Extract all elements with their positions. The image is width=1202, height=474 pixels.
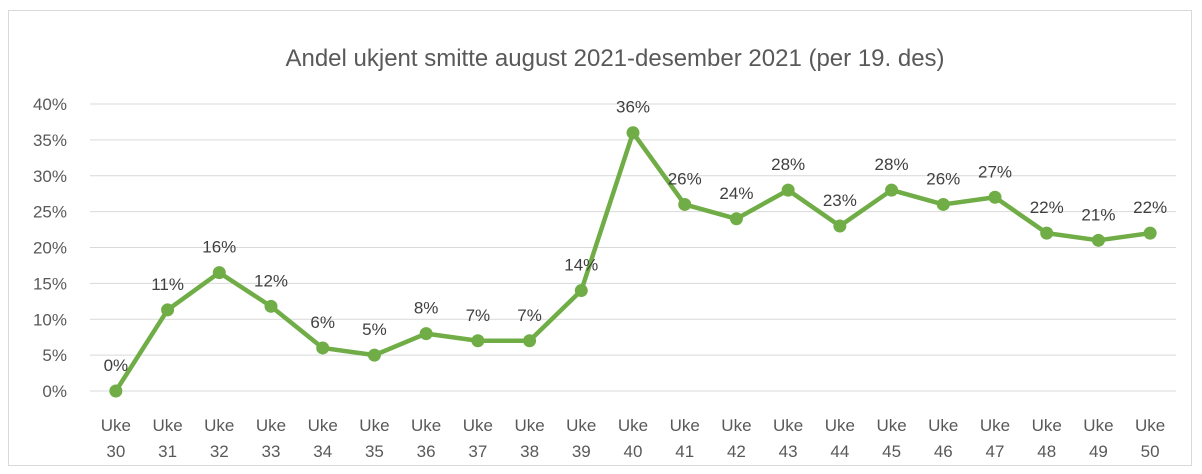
data-point — [367, 348, 381, 362]
x-tick-label: Uke 44 — [825, 416, 855, 461]
y-tick-label: 10% — [33, 310, 67, 329]
x-tick-label: Uke 32 — [204, 416, 234, 461]
data-point — [264, 299, 278, 313]
data-point — [1040, 226, 1054, 240]
data-label: 12% — [254, 271, 288, 290]
x-tick-label: Uke 35 — [359, 416, 389, 461]
x-tick-label: Uke 41 — [670, 416, 700, 461]
data-label: 28% — [771, 155, 805, 174]
data-label: 14% — [564, 256, 598, 275]
data-label: 24% — [719, 184, 753, 203]
data-point — [161, 303, 175, 317]
x-tick-label: Uke 43 — [773, 416, 803, 461]
x-tick-label: Uke 49 — [1083, 416, 1113, 461]
data-label: 36% — [616, 98, 650, 117]
x-tick-label: Uke 31 — [152, 416, 182, 461]
y-tick-label: 15% — [33, 274, 67, 293]
data-point — [833, 219, 847, 233]
data-label: 22% — [1030, 198, 1064, 217]
data-point — [626, 126, 640, 140]
x-tick-label: Uke 50 — [1135, 416, 1165, 461]
x-tick-label: Uke 38 — [514, 416, 544, 461]
chart-title: Andel ukjent smitte august 2021-desember… — [285, 45, 944, 72]
y-tick-label: 30% — [33, 167, 67, 186]
data-point — [109, 384, 123, 398]
data-label: 6% — [310, 313, 335, 332]
data-label: 5% — [362, 320, 387, 339]
data-point — [419, 327, 433, 341]
x-tick-label: Uke 30 — [101, 416, 131, 461]
data-label: 21% — [1081, 205, 1115, 224]
x-tick-label: Uke 36 — [411, 416, 441, 461]
y-tick-label: 0% — [42, 382, 67, 401]
x-tick-label: Uke 46 — [928, 416, 958, 461]
data-point — [574, 284, 588, 298]
data-point — [316, 341, 330, 355]
data-label: 0% — [104, 356, 129, 375]
data-point — [471, 334, 485, 348]
data-point — [678, 197, 692, 211]
data-point — [1091, 233, 1105, 247]
y-tick-label: 20% — [33, 239, 67, 258]
data-label: 23% — [823, 191, 857, 210]
data-point — [988, 190, 1002, 204]
data-label: 11% — [151, 275, 184, 294]
x-tick-label: Uke 37 — [463, 416, 493, 461]
data-point — [1143, 226, 1157, 240]
data-point — [936, 197, 950, 211]
data-point — [212, 266, 226, 280]
data-point — [729, 212, 743, 226]
data-point — [885, 183, 899, 197]
y-tick-label: 5% — [42, 346, 67, 365]
data-label: 27% — [978, 162, 1012, 181]
y-tick-label: 25% — [33, 203, 67, 222]
x-tick-label: Uke 33 — [256, 416, 286, 461]
x-tick-label: Uke 40 — [618, 416, 648, 461]
y-tick-label: 40% — [33, 95, 67, 114]
data-label: 28% — [875, 155, 909, 174]
x-tick-label: Uke 47 — [980, 416, 1010, 461]
x-tick-label: Uke 48 — [1032, 416, 1062, 461]
data-label: 8% — [414, 299, 439, 318]
x-tick-label: Uke 45 — [876, 416, 906, 461]
data-label: 7% — [517, 306, 542, 325]
data-label: 26% — [926, 169, 960, 188]
data-label: 7% — [466, 306, 491, 325]
data-point — [523, 334, 537, 348]
data-label: 26% — [668, 169, 702, 188]
data-label: 22% — [1133, 198, 1167, 217]
data-label: 16% — [202, 238, 236, 257]
x-tick-label: Uke 39 — [566, 416, 596, 461]
data-point — [781, 183, 795, 197]
y-tick-label: 35% — [33, 131, 67, 150]
x-tick-label: Uke 42 — [721, 416, 751, 461]
x-tick-label: Uke 34 — [308, 416, 338, 461]
